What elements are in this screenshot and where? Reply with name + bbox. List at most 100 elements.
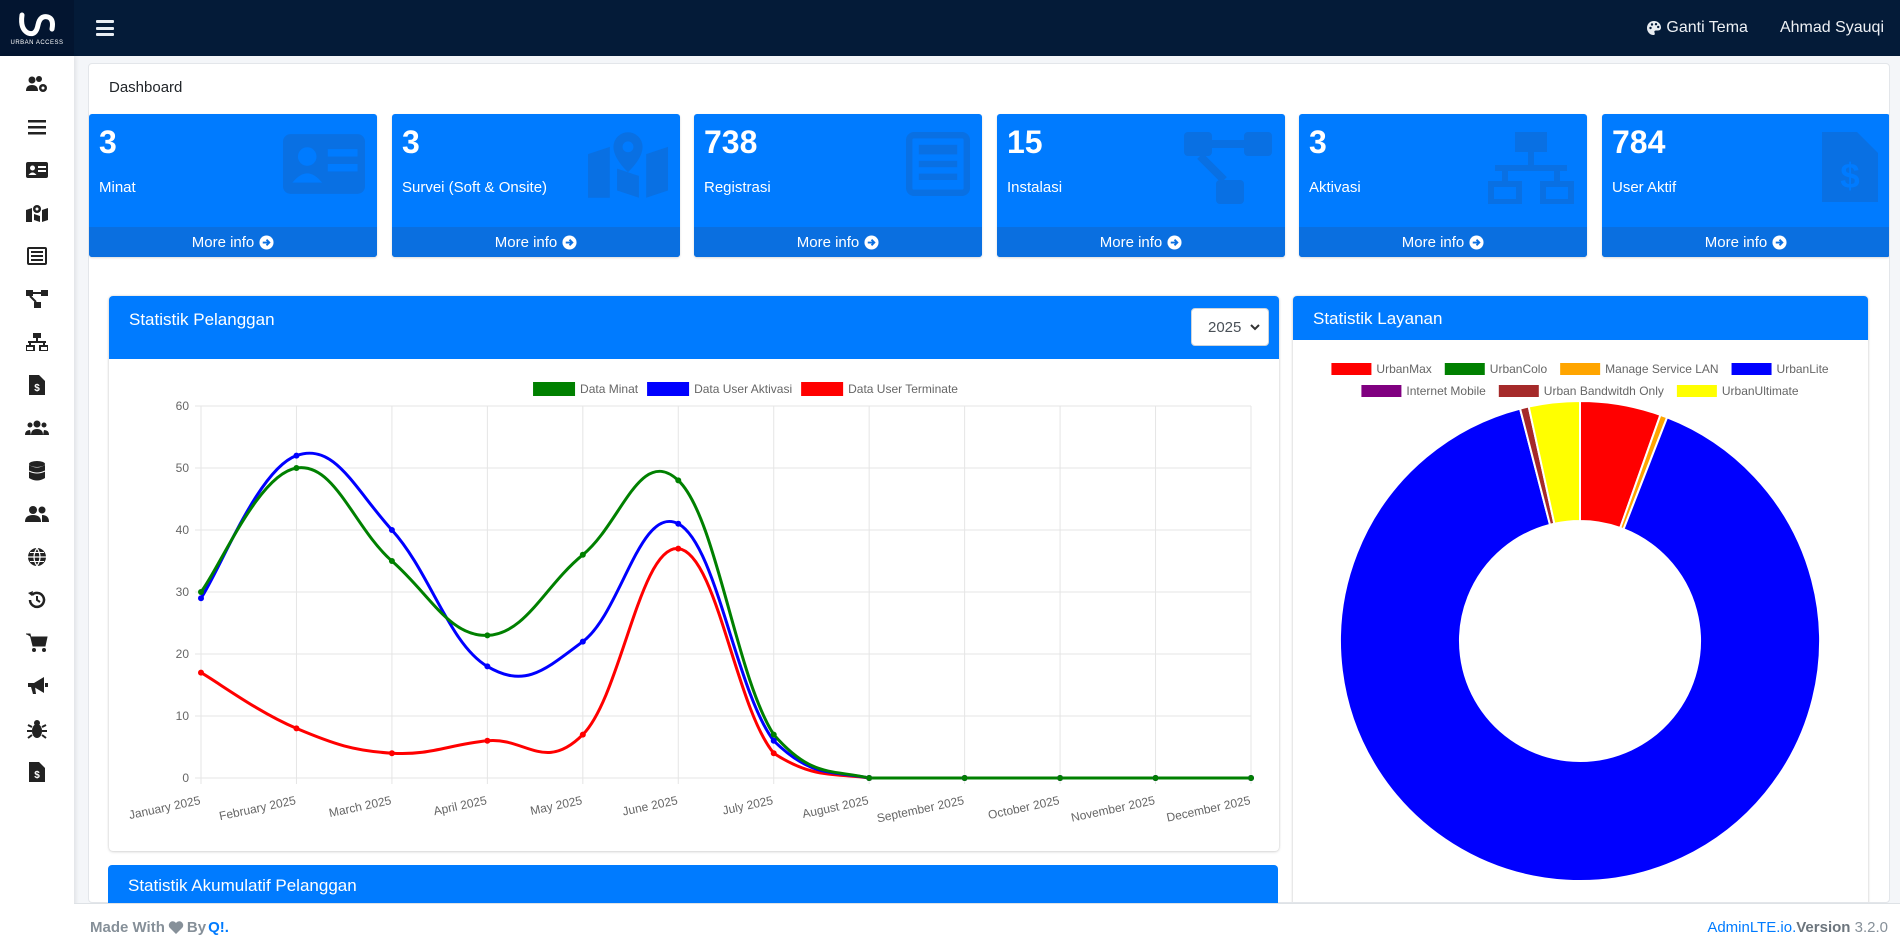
theme-switch-button[interactable]: Ganti Tema [1630,19,1764,37]
small-box-aktivasi: 3 Aktivasi More info [1299,114,1587,257]
data-point [675,545,682,552]
legend-swatch [1444,363,1485,375]
y-tick-label: 10 [176,709,190,723]
users-icon[interactable] [25,417,49,439]
bug-icon[interactable] [25,718,49,740]
user-menu[interactable]: Ahmad Syauqi [1764,19,1900,37]
y-tick-label: 40 [176,523,190,537]
user-name: Ahmad Syauqi [1779,19,1884,36]
x-tick-label: September 2025 [876,793,966,825]
svg-text:$: $ [34,770,40,781]
data-point [198,669,204,676]
palette-icon [1647,21,1662,35]
small-box-user-aktif: 784 User Aktif $ More info [1602,114,1889,257]
card-header: Statistik Layanan [1293,296,1868,340]
by-text: By [186,919,207,936]
legend-swatch [1560,363,1601,375]
more-info-link[interactable]: More info [694,227,982,257]
history-icon[interactable] [25,589,49,611]
box-label: Survei (Soft & Onsite) [402,179,548,196]
x-tick-label: July 2025 [721,793,774,817]
data-point [293,725,300,732]
card-title: Statistik Pelanggan [129,310,275,329]
data-point [484,737,491,744]
box-value: 784 [1612,124,1666,160]
author-link[interactable]: Q!. [208,919,229,936]
page-title: Dashboard [109,79,183,96]
bullhorn-icon[interactable] [25,675,49,697]
list-icon[interactable] [25,116,49,138]
theme-switch-label: Ganti Tema [1666,19,1748,36]
legend-label: UrbanMax [1376,362,1431,376]
x-tick-label: October 2025 [987,793,1061,822]
box-label: Aktivasi [1309,179,1361,196]
database-icon[interactable] [25,460,49,482]
x-tick-label: December 2025 [1165,793,1252,825]
more-info-link[interactable]: More info [997,227,1285,257]
more-info-link[interactable]: More info [392,227,680,257]
file-invoice-dollar-icon: $ [1822,132,1878,207]
more-info-label: More info [796,233,860,251]
data-point [579,638,586,645]
users-cog-icon[interactable] [25,73,49,95]
data-point [675,477,682,484]
year-select[interactable]: 2025 [1191,308,1269,346]
arrow-circle-right-icon [259,234,274,250]
small-box-registrasi: 738 Registrasi More info [694,114,982,257]
more-info-label: More info [191,233,255,251]
box-value: 738 [704,124,758,160]
file-invoice-dollar-icon[interactable]: $ [25,761,49,783]
brand-logo[interactable]: URBAN ACCESS [0,0,74,56]
network-wired-icon [1487,132,1575,209]
legend-swatch [1331,363,1372,375]
legend-label: Data Minat [580,382,639,396]
project-diagram-icon [1183,132,1273,209]
more-info-link[interactable]: More info [89,227,377,257]
box-label: Minat [99,179,136,196]
data-point [1152,775,1159,781]
project-diagram-icon[interactable] [25,288,49,310]
cart-icon[interactable] [25,632,49,654]
svg-text:$: $ [1840,157,1859,196]
main-content: Dashboard 3 Minat More info 3 Survei (So… [88,63,1890,903]
user-friends-icon[interactable] [25,503,49,525]
adminlte-link[interactable]: AdminLTE.io. [1707,919,1797,936]
made-with-text: Made With [90,919,165,936]
x-tick-label: March 2025 [328,793,393,820]
globe-icon[interactable] [25,546,49,568]
legend-swatch [1676,385,1717,397]
network-wired-icon[interactable] [25,331,49,353]
box-label: Instalasi [1007,179,1063,196]
brand-text: URBAN ACCESS [10,39,64,46]
svg-text:$: $ [34,383,40,394]
x-tick-label: January 2025 [128,793,202,822]
chevron-down-icon [1250,324,1260,331]
more-info-label: More info [1401,233,1465,251]
statistik-layanan-card: Statistik Layanan UrbanMax UrbanColo Manag… [1293,296,1868,902]
legend-label: UrbanLite [1777,362,1829,376]
y-tick-label: 50 [176,461,190,475]
x-tick-label: June 2025 [621,793,679,818]
x-tick-label: November 2025 [1070,793,1157,825]
more-info-label: More info [494,233,558,251]
newspaper-icon[interactable] [25,245,49,267]
box-value: 3 [1309,124,1327,160]
box-value: 3 [402,124,420,160]
arrow-circle-right-icon [864,234,879,250]
file-invoice-dollar-icon[interactable]: $ [25,374,49,396]
legend-swatch [533,382,576,396]
map-marked-icon[interactable] [25,202,49,224]
x-tick-label: February 2025 [218,793,298,823]
data-point [1057,775,1064,781]
legend-label: Manage Service LAN [1605,362,1718,376]
more-info-link[interactable]: More info [1299,227,1587,257]
urban-access-logo-icon [19,12,55,36]
arrow-circle-right-icon [1469,234,1484,250]
more-info-link[interactable]: More info [1602,227,1889,257]
menu-toggle-button[interactable] [96,18,114,38]
data-point [388,558,395,564]
id-card-icon[interactable] [25,159,49,181]
map-marked-icon [588,132,668,203]
heart-icon [168,920,184,934]
version-label: Version [1796,919,1851,936]
